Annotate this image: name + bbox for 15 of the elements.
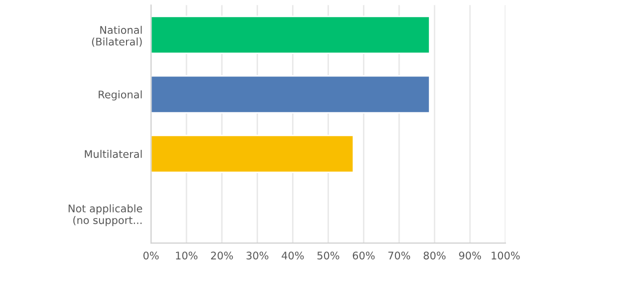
x-tick-label: 20% (211, 252, 233, 260)
x-tick-label: 40% (282, 252, 304, 260)
y-tick-label: National (Bilateral) (92, 26, 142, 47)
x-tick-label: 0% (143, 252, 159, 260)
x-tick-label: 30% (246, 252, 268, 260)
x-tick-label: 50% (317, 252, 340, 260)
y-tick-label: Multilateral (84, 150, 142, 158)
x-tick-label: 10% (176, 252, 198, 260)
y-tick-label: Regional (98, 90, 142, 100)
x-tick-label: 100% (492, 252, 520, 260)
x-tick-label: 80% (424, 252, 446, 260)
x-tick-label: 70% (388, 252, 410, 260)
x-tick-label: 60% (352, 252, 375, 260)
x-tick-label: 90% (459, 252, 481, 260)
y-tick-label: Not applicable (no support... (68, 204, 142, 226)
